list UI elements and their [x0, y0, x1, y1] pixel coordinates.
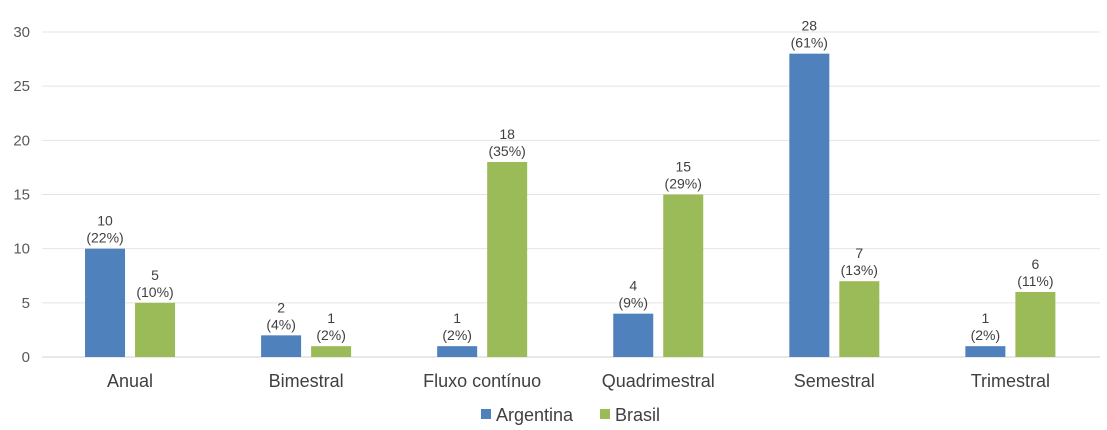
y-tick-label: 20: [13, 132, 30, 149]
legend-label-brasil: Brasil: [615, 405, 660, 425]
bar-brasil-4: [839, 281, 880, 357]
y-tick-label: 30: [13, 24, 30, 41]
x-category-label: Anual: [107, 371, 153, 391]
data-label-count: 5: [151, 267, 159, 283]
data-label-percent: (10%): [136, 284, 173, 300]
data-label-count: 1: [327, 310, 335, 326]
data-label-count: 1: [453, 310, 461, 326]
y-tick-label: 10: [13, 241, 30, 258]
data-label-percent: (61%): [791, 35, 828, 51]
bar-argentina-0: [85, 248, 126, 357]
legend-label-argentina: Argentina: [496, 405, 574, 425]
x-category-label: Fluxo contínuo: [423, 371, 541, 391]
data-label-count: 7: [855, 245, 863, 261]
legend: Argentina Brasil: [481, 405, 660, 425]
x-axis-categories: Anual Bimestral Fluxo contínuo Quadrimestra…: [107, 371, 1050, 391]
bar-argentina-2: [437, 346, 478, 357]
data-label-percent: (2%): [971, 327, 1001, 343]
data-label-count: 28: [802, 18, 818, 34]
x-category-label: Trimestral: [971, 371, 1050, 391]
x-category-label: Quadrimestral: [602, 371, 715, 391]
data-label-percent: (2%): [316, 327, 346, 343]
bar-argentina-4: [789, 53, 830, 358]
data-label-count: 2: [277, 299, 285, 315]
data-label-count: 1: [981, 310, 989, 326]
data-label-count: 15: [675, 159, 691, 175]
data-label-count: 4: [629, 278, 637, 294]
gridlines: [42, 31, 1100, 358]
x-category-label: Semestral: [794, 371, 875, 391]
legend-swatch-brasil: [600, 409, 610, 419]
y-tick-label: 0: [22, 349, 30, 366]
x-category-label: Bimestral: [269, 371, 344, 391]
bars: [85, 53, 1056, 358]
y-tick-label: 5: [22, 295, 30, 312]
bar-argentina-3: [613, 313, 654, 357]
data-label-percent: (9%): [618, 295, 648, 311]
y-axis-ticks: 0 5 10 15 20 25 30: [13, 24, 30, 366]
bar-brasil-3: [663, 194, 704, 357]
legend-swatch-argentina: [481, 409, 491, 419]
data-label-percent: (4%): [266, 316, 296, 332]
data-label-percent: (13%): [841, 262, 878, 278]
data-labels: (22%)10(10%)5(4%)2(2%)1(2%)1(35%)18(9%)4…: [86, 18, 1053, 343]
data-label-percent: (35%): [488, 143, 525, 159]
data-label-percent: (22%): [86, 230, 123, 246]
data-label-percent: (11%): [1017, 273, 1053, 289]
y-tick-label: 25: [13, 78, 30, 95]
data-label-percent: (29%): [665, 176, 702, 192]
y-tick-label: 15: [13, 187, 30, 204]
bar-brasil-0: [135, 302, 176, 357]
bar-argentina-5: [965, 346, 1006, 357]
data-label-count: 6: [1031, 256, 1039, 272]
bar-brasil-2: [487, 162, 528, 357]
data-label-count: 10: [97, 213, 113, 229]
bar-argentina-1: [261, 335, 302, 357]
data-label-count: 18: [499, 126, 515, 142]
bar-brasil-5: [1015, 292, 1056, 357]
bar-brasil-1: [311, 346, 352, 357]
data-label-percent: (2%): [442, 327, 472, 343]
